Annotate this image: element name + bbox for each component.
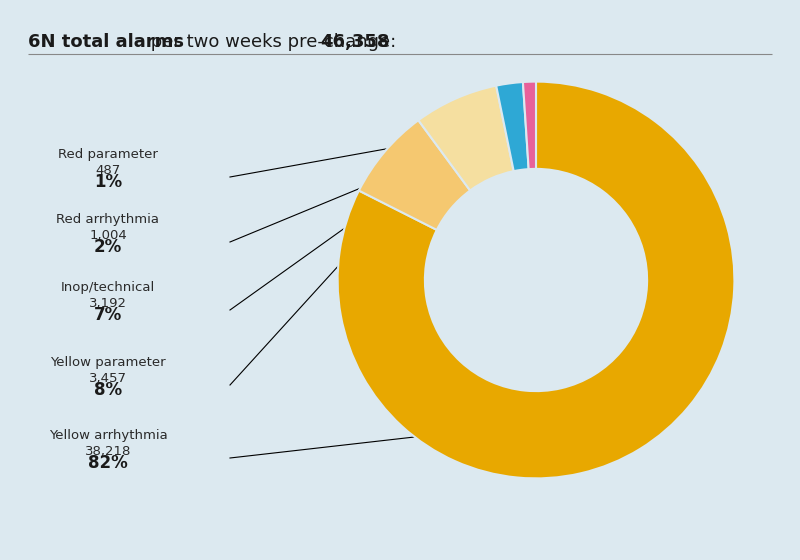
Wedge shape [338,82,734,478]
Text: 38,218: 38,218 [85,445,131,458]
Text: per two weeks pre-change:: per two weeks pre-change: [145,33,402,51]
Text: 8%: 8% [94,381,122,399]
Text: Red parameter: Red parameter [58,148,158,161]
Wedge shape [523,82,536,169]
Text: 1,004: 1,004 [89,229,127,242]
Text: Yellow parameter: Yellow parameter [50,356,166,369]
Text: 7%: 7% [94,306,122,324]
Text: Inop/technical: Inop/technical [61,281,155,294]
Text: Yellow arrhythmia: Yellow arrhythmia [49,429,167,442]
Text: 82%: 82% [88,454,128,472]
Text: 3,457: 3,457 [89,372,127,385]
Text: 487: 487 [95,164,121,177]
Text: Red arrhythmia: Red arrhythmia [57,213,159,226]
Text: 3,192: 3,192 [89,297,127,310]
Text: 46,358: 46,358 [321,33,390,51]
Wedge shape [359,120,470,230]
Text: 1%: 1% [94,173,122,191]
Text: 2%: 2% [94,238,122,256]
Wedge shape [418,86,514,190]
Wedge shape [496,82,529,171]
Text: 6N total alarms: 6N total alarms [28,33,184,51]
